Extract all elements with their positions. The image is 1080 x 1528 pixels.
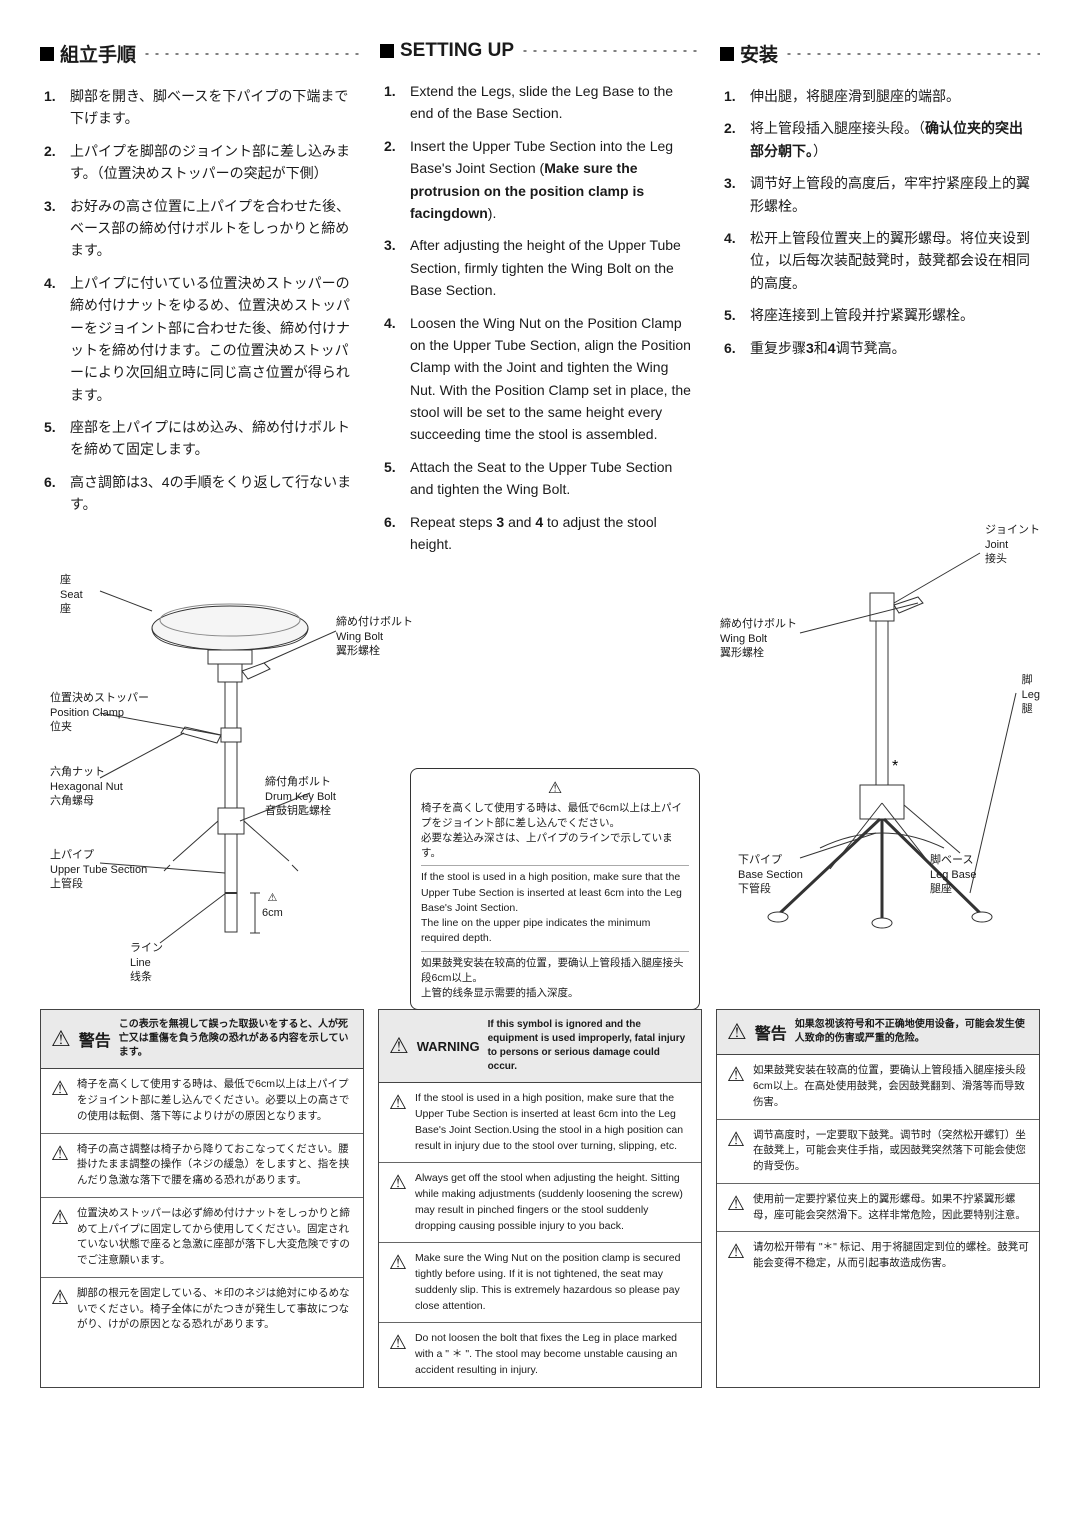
instruction-columns: 組立手順 脚部を開き、脚ベースを下パイプの下端まで下げます。 上パイプを脚部のジ… bbox=[40, 40, 1040, 565]
label-drum-key: 締付角ボルト Drum Key Bolt 音鼓钥匙螺栓 bbox=[265, 775, 336, 818]
label-wing-bolt: 締め付けボルト Wing Bolt 翼形螺栓 bbox=[336, 615, 413, 658]
col-jp: 組立手順 脚部を開き、脚ベースを下パイプの下端まで下げます。 上パイプを脚部のジ… bbox=[40, 40, 360, 565]
col-cn: 安装 伸出腿，将腿座滑到腿座的端部。 将上管段插入腿座接头段。（确认位夹的突出部… bbox=[720, 40, 1040, 565]
col-en: SETTING UP Extend the Legs, slide the Le… bbox=[380, 40, 700, 565]
label-hex-nut: 六角ナット Hexagonal Nut 六角螺母 bbox=[50, 765, 123, 808]
callout-box: ⚠ 椅子を高くして使用する時は、最低で6cm以上は上パイプをジョイント部に差し込… bbox=[410, 768, 700, 1010]
warn-jp: ⚠ 警告 この表示を無視して誤った取扱いをすると、人が死亡又は重傷を負う危険の恐… bbox=[40, 1009, 364, 1387]
label-leg-base: 脚ベース Leg Base 腿座 bbox=[930, 853, 976, 896]
diagram-row: 座 Seat 座 位置決めストッパー Position Clamp 位夹 六角ナ… bbox=[40, 573, 1040, 1003]
warning-icon: ⚠ bbox=[421, 777, 689, 800]
label-wing-bolt-r: 締め付けボルト Wing Bolt 翼形螺栓 bbox=[720, 617, 797, 660]
label-upper-tube: 上パイプ Upper Tube Section 上管段 bbox=[50, 848, 147, 891]
warning-icon: ⚠ bbox=[51, 1028, 71, 1050]
title-en: SETTING UP bbox=[380, 40, 700, 62]
warn-cn: ⚠ 警告 如果忽视该符号和不正确地使用设备，可能会发生使人致命的伤害或严重的危险… bbox=[716, 1009, 1040, 1387]
warning-row: ⚠ 警告 この表示を無視して誤った取扱いをすると、人が死亡又は重傷を負う危険の恐… bbox=[40, 1009, 1040, 1387]
steps-en: Extend the Legs, slide the Leg Base to t… bbox=[380, 80, 700, 555]
warning-icon: ⚠ bbox=[727, 1021, 747, 1043]
title-jp: 組立手順 bbox=[40, 40, 360, 67]
diagram-tripod: * ジョイント Joint 接头 締め付けボルト Wing Bolt 翼形螺栓 … bbox=[720, 573, 1040, 936]
label-position-clamp: 位置決めストッパー Position Clamp 位夹 bbox=[50, 691, 149, 734]
steps-jp: 脚部を開き、脚ベースを下パイプの下端まで下げます。 上パイプを脚部のジョイント部… bbox=[40, 85, 360, 516]
label-joint: ジョイント Joint 接头 bbox=[985, 523, 1040, 566]
label-leg: 脚 Leg 腿 bbox=[1022, 673, 1040, 716]
svg-text:*: * bbox=[892, 758, 898, 775]
warn-en: ⚠ WARNING If this symbol is ignored and … bbox=[378, 1009, 702, 1387]
label-seat: 座 Seat 座 bbox=[60, 573, 83, 616]
label-line: ライン Line 线条 bbox=[130, 941, 163, 984]
label-6cm: ⚠ 6cm bbox=[262, 891, 283, 920]
title-cn: 安装 bbox=[720, 40, 1040, 67]
warning-icon: ⚠ bbox=[389, 1035, 409, 1057]
label-base-section: 下パイプ Base Section 下管段 bbox=[738, 853, 803, 896]
steps-cn: 伸出腿，将腿座滑到腿座的端部。 将上管段插入腿座接头段。（确认位夹的突出部分朝下… bbox=[720, 85, 1040, 359]
